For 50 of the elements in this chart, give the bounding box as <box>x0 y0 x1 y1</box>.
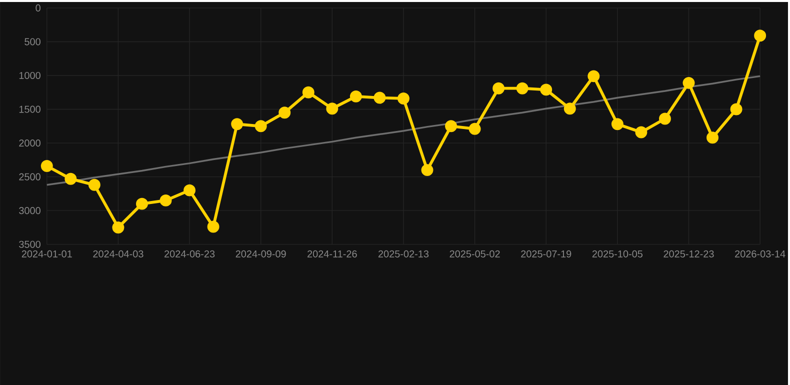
point <box>706 132 719 144</box>
point <box>302 86 314 98</box>
y-tick-label: 3000 <box>19 207 40 214</box>
x-tick-label: 2026-03-14 <box>735 250 786 258</box>
point <box>516 82 528 94</box>
y-tick-label: 1500 <box>19 106 40 113</box>
point <box>160 194 172 206</box>
point <box>136 198 148 210</box>
point <box>88 178 100 191</box>
point <box>730 103 742 116</box>
point <box>112 221 124 234</box>
y-tick-label: 3500 <box>19 240 40 248</box>
point <box>278 106 291 119</box>
x-tick-label: 2024-04-03 <box>93 250 144 258</box>
y-tick-label: 2500 <box>19 173 40 180</box>
point <box>184 184 196 196</box>
point <box>40 160 53 172</box>
x-tick-label: 2024-06-23 <box>164 250 215 258</box>
y-tick-label: 0 <box>36 4 40 12</box>
point <box>564 102 576 115</box>
point <box>754 30 766 42</box>
point <box>231 118 244 130</box>
x-tick-label: 2024-11-26 <box>308 250 357 258</box>
point <box>397 92 410 104</box>
x-tick-label: 2025-02-13 <box>378 250 429 258</box>
point <box>254 120 267 132</box>
point <box>64 172 77 185</box>
point <box>611 118 624 130</box>
point <box>374 92 386 104</box>
y-tick-label: 1000 <box>19 72 40 80</box>
point <box>588 70 600 82</box>
point <box>540 84 552 96</box>
x-tick-label: 2025-07-19 <box>521 250 572 258</box>
x-tick-label: 2024-09-09 <box>236 250 286 258</box>
point <box>421 164 434 176</box>
point <box>445 120 458 132</box>
point <box>350 90 362 102</box>
point <box>207 220 220 233</box>
x-tick-label: 2025-12-23 <box>664 250 714 258</box>
x-tick-label: 2024-01-01 <box>22 250 72 258</box>
point <box>682 76 695 89</box>
point <box>635 126 648 138</box>
x-tick-label: 2025-10-05 <box>592 250 643 258</box>
x-tick-label: 2025-05-02 <box>450 250 500 258</box>
y-tick-label: 500 <box>24 38 40 46</box>
y-tick-label: 2000 <box>19 140 40 147</box>
point <box>492 82 505 94</box>
point <box>468 122 481 135</box>
point <box>326 102 338 115</box>
point <box>658 112 671 125</box>
